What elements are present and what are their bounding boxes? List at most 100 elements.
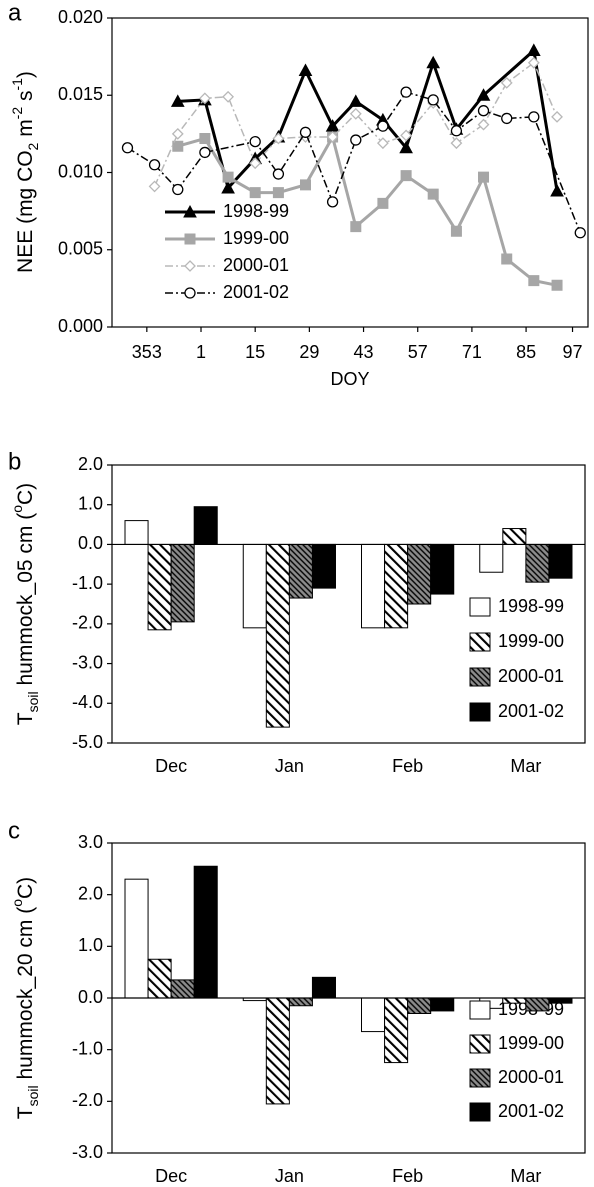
bar — [311, 543, 336, 589]
x-tick-label: 85 — [516, 342, 536, 362]
bar — [407, 543, 432, 605]
panel-label: c — [8, 817, 20, 844]
data-point — [377, 197, 389, 209]
data-point — [528, 111, 540, 123]
legend-swatch — [469, 632, 491, 652]
plot-frame — [111, 464, 586, 744]
x-tick-label: Feb — [392, 1166, 423, 1186]
x-tick-label: Mar — [510, 756, 541, 776]
data-point — [450, 225, 462, 237]
data-point — [477, 118, 490, 131]
data-point — [377, 120, 389, 132]
data-point — [199, 133, 211, 145]
y-axis-label-part: C) — [14, 483, 37, 505]
legend-swatch — [469, 1068, 491, 1088]
data-point — [550, 183, 564, 197]
legend-swatch — [469, 667, 491, 687]
data-point — [501, 253, 513, 265]
data-point — [476, 88, 491, 101]
y-tick-label: -3.0 — [72, 652, 103, 672]
bar — [430, 543, 455, 595]
y-tick-label: 0.005 — [58, 239, 103, 259]
data-point — [399, 140, 413, 154]
y-tick-label: 2.0 — [78, 454, 103, 474]
legend-label: 2000-01 — [498, 1067, 564, 1087]
y-axis-label-part: T — [14, 712, 37, 725]
y-axis-label-part: ) — [14, 71, 37, 78]
bar — [265, 543, 290, 728]
data-point — [400, 170, 412, 182]
legend-marker — [184, 260, 196, 272]
bar — [311, 976, 336, 999]
legend-label: 2001-02 — [498, 701, 564, 721]
data-point — [400, 86, 412, 98]
data-point — [527, 56, 540, 69]
legend-swatch — [469, 1034, 491, 1054]
data-point — [272, 132, 285, 145]
data-point — [198, 92, 211, 105]
data-point — [199, 146, 211, 158]
data-point — [299, 126, 312, 138]
y-axis-label-part: hummock_05 cm ( — [14, 513, 37, 692]
data-point — [551, 279, 563, 291]
y-axis-label-part: soil — [25, 1085, 41, 1106]
y-tick-label: 0.000 — [58, 316, 103, 336]
y-tick-label: -4.0 — [72, 692, 103, 712]
y-tick-label: 1.0 — [78, 493, 103, 513]
bar — [384, 997, 409, 1064]
x-tick-label: Mar — [510, 1166, 541, 1186]
data-point — [326, 131, 339, 143]
series-line — [177, 47, 559, 192]
y-axis-label-part: m — [14, 119, 37, 142]
series-line — [153, 61, 558, 187]
y-axis-label: NEE (mg CO2 m-2 s-1) — [9, 71, 41, 273]
bar — [548, 997, 573, 1004]
data-point — [348, 94, 363, 107]
x-tick-label: Dec — [155, 756, 187, 776]
bar — [124, 878, 149, 999]
y-axis-label-part: C) — [14, 877, 37, 899]
legend-label: 2001-02 — [223, 282, 289, 302]
data-point — [249, 187, 261, 199]
bar — [288, 997, 313, 1007]
y-tick-label: 0.015 — [58, 84, 103, 104]
bar — [147, 543, 172, 631]
bar — [242, 543, 267, 629]
y-axis-label-part: hummock_20 cm ( — [14, 907, 37, 1086]
data-point — [349, 107, 362, 120]
legend-marker — [184, 287, 196, 299]
data-point — [350, 221, 362, 233]
data-point — [500, 76, 513, 89]
data-point — [148, 180, 161, 193]
legend-swatch — [469, 1000, 491, 1020]
y-tick-label: -3.0 — [72, 1142, 103, 1162]
data-point — [376, 137, 389, 150]
legend-label: 1998-99 — [498, 596, 564, 616]
data-point — [501, 112, 513, 124]
x-axis-label: DOY — [330, 369, 369, 389]
bar — [361, 997, 386, 1033]
data-point — [249, 157, 262, 170]
y-axis-label-part: 2 — [25, 142, 41, 150]
y-tick-label: 0.020 — [58, 7, 103, 27]
data-point — [222, 90, 235, 103]
data-point — [574, 227, 586, 239]
x-tick-label: 97 — [563, 342, 583, 362]
legend-label: 1999-00 — [498, 631, 564, 651]
legend-marker — [183, 204, 197, 218]
data-point — [450, 125, 463, 137]
legend-swatch — [469, 1102, 491, 1122]
x-tick-label: 353 — [132, 342, 162, 362]
x-tick-label: 15 — [245, 342, 265, 362]
data-point — [350, 134, 362, 146]
x-tick-label: 43 — [354, 342, 374, 362]
legend-label: 2000-01 — [223, 255, 289, 275]
data-point — [427, 188, 439, 200]
bar — [170, 543, 195, 623]
bar — [193, 865, 218, 999]
data-point — [222, 171, 234, 183]
data-point — [400, 129, 413, 142]
bar — [288, 543, 313, 599]
bar — [525, 543, 550, 583]
